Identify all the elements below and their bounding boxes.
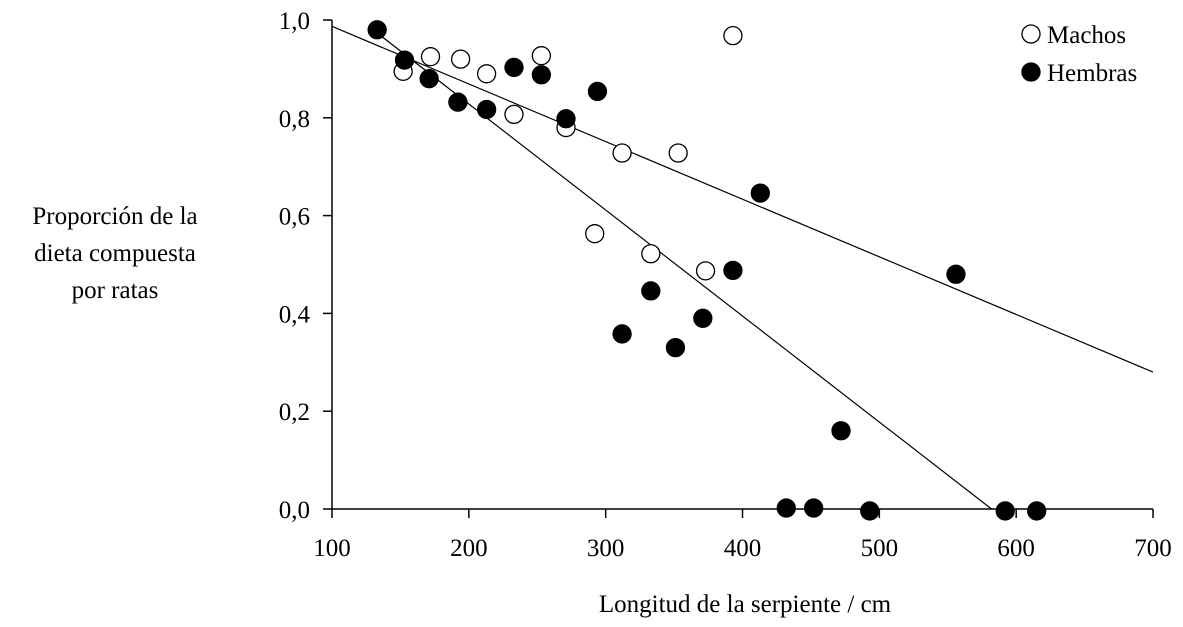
trend-lines bbox=[331, 25, 1154, 510]
machos-point bbox=[641, 244, 661, 264]
y-ticks: 0,0 0,2 0,4 0,6 0,8 1,0 bbox=[279, 8, 332, 524]
x-tick-label: 300 bbox=[587, 535, 625, 562]
machos-point bbox=[476, 64, 497, 84]
hembras-point bbox=[776, 498, 796, 518]
y-tick-label: 0,2 bbox=[279, 399, 310, 426]
hembras-point bbox=[804, 498, 824, 518]
machos-point bbox=[723, 25, 743, 46]
hembras-point bbox=[419, 69, 439, 89]
machos-point bbox=[420, 47, 441, 67]
trend-line bbox=[372, 29, 992, 510]
hembras-point bbox=[504, 57, 524, 78]
hembras-point bbox=[946, 264, 966, 284]
machos-point bbox=[668, 143, 688, 163]
hembras-point bbox=[587, 81, 608, 102]
machos-point bbox=[450, 49, 471, 69]
y-tick-label: 1,0 bbox=[279, 8, 310, 35]
hembras-point bbox=[723, 260, 743, 281]
x-axis-label: Longitud de la serpiente / cm bbox=[599, 591, 892, 618]
legend-marker bbox=[1021, 24, 1041, 44]
y-tick-label: 0,0 bbox=[279, 497, 310, 524]
x-ticks: 100 200 300 400 500 600 700 bbox=[313, 509, 1172, 562]
hembras-point bbox=[394, 50, 415, 70]
hembras-point bbox=[448, 92, 468, 112]
legend: Machos Hembras bbox=[1021, 22, 1137, 87]
hembras-point bbox=[612, 324, 632, 344]
hembras-point bbox=[1027, 501, 1047, 521]
hembras-point bbox=[995, 501, 1015, 521]
y-axis-label-line-2: dieta compuesta bbox=[34, 240, 196, 267]
x-tick-label: 500 bbox=[861, 535, 899, 562]
x-tick-label: 700 bbox=[1134, 535, 1172, 562]
hembras-point bbox=[860, 501, 880, 521]
x-tick-label: 100 bbox=[313, 535, 351, 562]
data-points bbox=[367, 20, 1047, 521]
hembras-point bbox=[556, 109, 576, 129]
y-axis-label-line-3: por ratas bbox=[72, 277, 159, 304]
y-tick-label: 0,6 bbox=[279, 204, 310, 231]
machos-point bbox=[695, 261, 716, 281]
y-tick-label: 0,8 bbox=[279, 106, 310, 133]
hembras-point bbox=[750, 183, 770, 203]
x-tick-label: 600 bbox=[997, 535, 1035, 562]
legend-label: Hembras bbox=[1047, 60, 1137, 87]
y-tick-label: 0,4 bbox=[279, 301, 311, 328]
hembras-point bbox=[641, 281, 661, 301]
x-tick-label: 200 bbox=[450, 535, 488, 562]
legend-label: Machos bbox=[1047, 22, 1126, 49]
hembras-point bbox=[367, 20, 387, 40]
hembras-point bbox=[831, 421, 851, 441]
hembras-point bbox=[665, 337, 686, 358]
machos-point bbox=[612, 143, 632, 163]
hembras-point bbox=[531, 65, 552, 85]
hembras-point bbox=[693, 308, 713, 328]
y-axis-label-line-1: Proporción de la bbox=[32, 203, 197, 230]
machos-point bbox=[585, 224, 605, 244]
legend-marker bbox=[1021, 62, 1041, 82]
machos-point bbox=[531, 46, 552, 66]
x-tick-label: 400 bbox=[724, 535, 762, 562]
hembras-point bbox=[476, 99, 497, 120]
machos-point bbox=[504, 104, 524, 125]
trend-line bbox=[331, 25, 1154, 373]
